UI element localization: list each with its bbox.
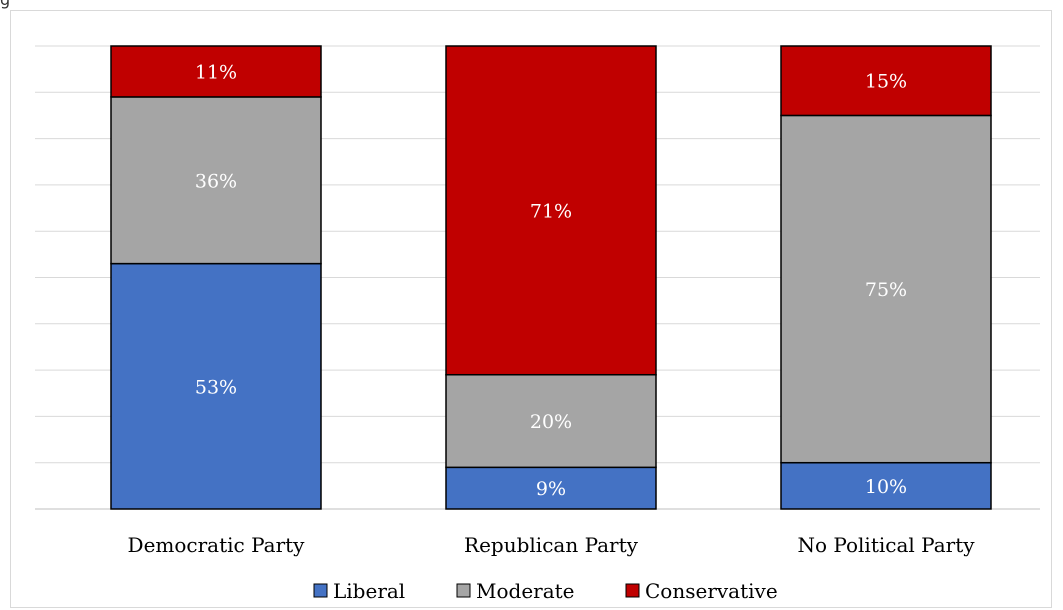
bars [110,45,992,510]
legend-swatch [313,583,328,598]
legend-label: Moderate [476,579,575,603]
data-label-moderate-2: 20% [530,411,572,433]
bar-segment-moderate-1 [110,96,322,265]
legend-item-moderate: Moderate [456,579,575,603]
segment-labels: 53% 36% 11% 9% 20% 71% 10% 75% 15% [195,61,907,500]
data-label-conservative-1: 11% [195,61,237,83]
data-label-liberal-3: 10% [865,476,907,498]
data-label-liberal-1: 53% [195,376,237,398]
category-label: Republican Party [464,533,639,557]
legend-swatch [456,583,471,598]
category-labels: Democratic Party Republican Party No Polit… [128,533,976,557]
data-label-moderate-1: 36% [195,170,237,192]
bar-segment-moderate-2 [445,373,657,469]
legend-item-liberal: Liberal [313,579,405,603]
bar-segment-conservative-1 [110,45,322,98]
bar-segment-conservative-2 [445,45,657,376]
legend-label: Conservative [645,579,778,603]
category-label: No Political Party [797,533,975,557]
data-label-moderate-3: 75% [865,279,907,301]
bar-segment-liberal-3 [780,461,992,510]
data-label-conservative-2: 71% [530,200,572,222]
legend-label: Liberal [333,579,405,603]
legend-swatch [625,583,640,598]
header-fragment: g [0,0,10,9]
data-label-liberal-2: 9% [536,478,566,500]
bar-segment-liberal-1 [110,262,322,510]
bar-segment-conservative-3 [780,45,992,117]
bar-segment-moderate-3 [780,114,992,464]
data-label-conservative-3: 15% [865,71,907,93]
bar-segment-liberal-2 [445,466,657,510]
category-label: Democratic Party [128,533,306,557]
legend-item-conservative: Conservative [625,579,778,603]
legend: Liberal Moderate Conservative [313,579,778,603]
